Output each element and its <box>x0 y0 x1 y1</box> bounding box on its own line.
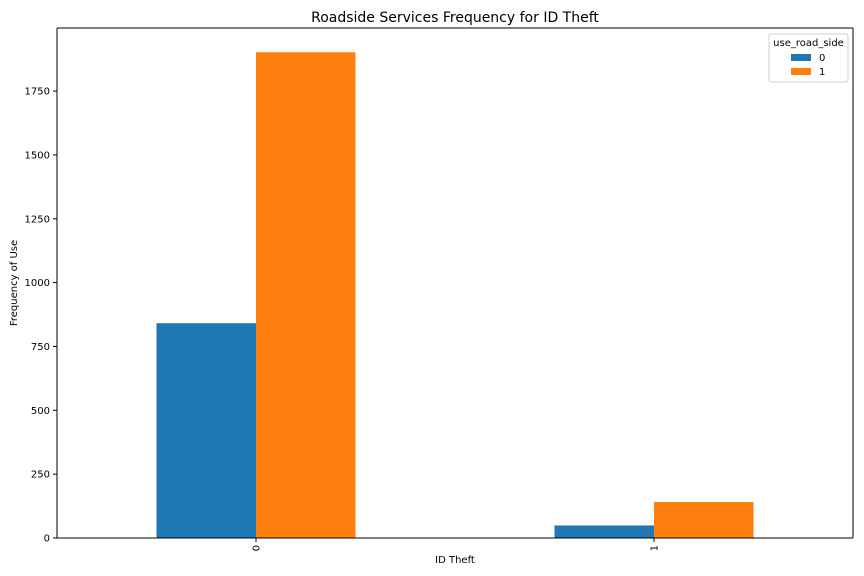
y-tick-label-750: 750 <box>31 342 50 353</box>
legend-label-0: 0 <box>819 53 825 64</box>
y-tick-label-500: 500 <box>31 406 50 417</box>
y-tick-label-1250: 1250 <box>25 214 50 225</box>
y-tick-label-0: 0 <box>44 534 50 545</box>
legend-swatch-0 <box>791 54 811 61</box>
x-tick-label-1: 1 <box>650 545 661 551</box>
y-tick-label-1750: 1750 <box>25 87 50 98</box>
chart-title: Roadside Services Frequency for ID Theft <box>311 10 599 26</box>
y-tick-label-1500: 1500 <box>25 150 50 161</box>
legend-swatch-1 <box>791 68 811 75</box>
y-tick-label-1000: 1000 <box>25 278 50 289</box>
ticks-group: 0 250 500 750 1000 1250 1500 1750 0 1 <box>25 87 661 552</box>
legend-label-1: 1 <box>819 67 825 78</box>
bar-cat0-series1 <box>256 52 356 539</box>
x-axis-label: ID Theft <box>435 555 475 566</box>
legend: use_road_side 0 1 <box>768 33 849 83</box>
bar-cat0-series0 <box>156 323 256 538</box>
y-tick-label-250: 250 <box>31 470 50 481</box>
legend-title: use_road_side <box>773 38 844 49</box>
bar-cat1-series0 <box>554 525 654 538</box>
bar-cat1-series1 <box>654 501 754 538</box>
y-axis-label: Frequency of Use <box>9 240 20 326</box>
x-tick-label-0: 0 <box>252 545 263 551</box>
bars-group <box>156 52 754 539</box>
